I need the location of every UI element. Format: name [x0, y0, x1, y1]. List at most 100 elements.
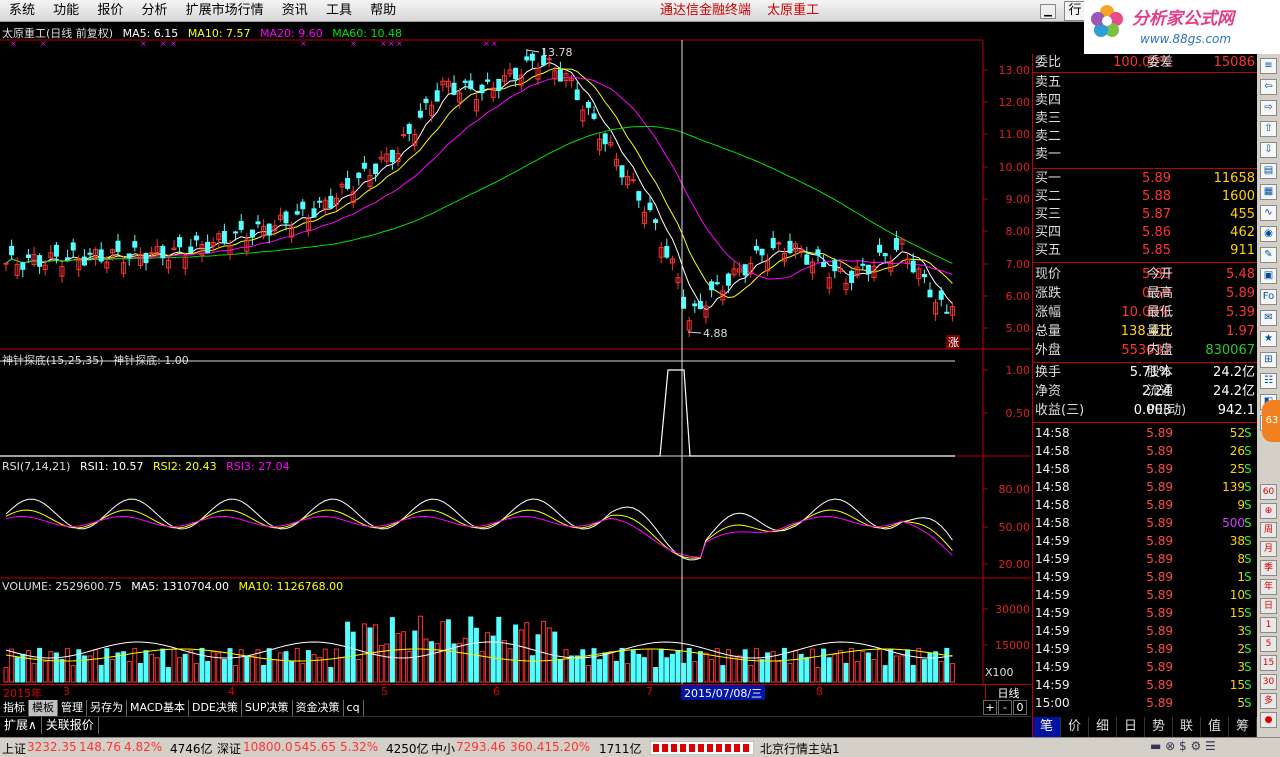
- sidebar-tool-icon[interactable]: ⇧: [1260, 121, 1277, 137]
- tab-cq[interactable]: cq: [344, 700, 364, 716]
- period-shortcut-icon[interactable]: 60: [1260, 484, 1277, 500]
- menu-news[interactable]: 资讯: [281, 3, 308, 18]
- tab-related-quote[interactable]: 关联报价: [42, 717, 99, 734]
- volume-bar: [933, 651, 939, 683]
- sidebar-tool-icon[interactable]: ★: [1260, 331, 1277, 347]
- sidebar-tool-icon[interactable]: Fo: [1260, 289, 1277, 305]
- sidebar-tool-icon[interactable]: ⊞: [1260, 352, 1277, 368]
- float-badge-icon[interactable]: 63: [1262, 400, 1280, 442]
- menu-quote[interactable]: 报价: [97, 3, 124, 18]
- tab-dde[interactable]: DDE决策: [189, 700, 242, 716]
- chart-area[interactable]: × × × × × × × × × × × × 13.0012.0011.0010.009.008.0…: [0, 22, 1031, 684]
- zoom-out-button[interactable]: -: [998, 700, 1012, 715]
- period-shortcut-icon[interactable]: ⊕: [1260, 503, 1277, 519]
- candle-body: [697, 300, 703, 310]
- volume-bar: [423, 638, 429, 683]
- tick-volume: 3: [1237, 660, 1245, 674]
- volume-bar: [524, 622, 530, 683]
- tab-save-as[interactable]: 另存为: [87, 700, 127, 716]
- tray-icons: ▬ ⊗ $ ⚙ ☰: [1150, 739, 1216, 753]
- tab-manage[interactable]: 管理: [58, 700, 87, 716]
- tick-side: S: [1244, 588, 1252, 602]
- sidebar-tool-icon[interactable]: ▤: [1260, 163, 1277, 179]
- candle-body: [546, 58, 552, 61]
- period-label[interactable]: 日线: [985, 685, 1031, 701]
- menu-analysis[interactable]: 分析: [141, 3, 168, 18]
- tab-price[interactable]: 价: [1061, 717, 1089, 737]
- sidebar-tool-icon[interactable]: ◉: [1260, 226, 1277, 242]
- ma-line: [5, 76, 953, 280]
- candle-body: [227, 245, 233, 256]
- volume-bar: [255, 649, 261, 683]
- menu-ext-market[interactable]: 扩展市场行情: [185, 3, 264, 18]
- sidebar-tool-icon[interactable]: ▣: [1260, 268, 1277, 284]
- reset-button[interactable]: 0: [1013, 700, 1027, 715]
- period-shortcut-icon[interactable]: 年: [1260, 579, 1277, 595]
- period-shortcut-icon[interactable]: 1: [1260, 617, 1277, 633]
- volume-bar: [81, 655, 87, 683]
- period-shortcut-icon[interactable]: 月: [1260, 541, 1277, 557]
- tab-link[interactable]: 联: [1173, 717, 1201, 737]
- tab-trades[interactable]: 笔: [1033, 717, 1061, 737]
- tab-detail[interactable]: 细: [1089, 717, 1117, 737]
- sidebar-tool-icon[interactable]: ∿: [1260, 205, 1277, 221]
- sz-amount: 4250亿: [386, 742, 429, 756]
- period-shortcut-icon[interactable]: 5: [1260, 636, 1277, 652]
- volume-value: VOLUME: 2529600.75: [2, 580, 122, 593]
- sidebar-tool-icon[interactable]: ⇨: [1260, 100, 1277, 116]
- rsi-line: [5, 498, 953, 561]
- period-shortcut-icon[interactable]: 15: [1260, 655, 1277, 671]
- sidebar-tool-icon[interactable]: ⇦: [1260, 79, 1277, 95]
- ma20-label: MA20: 9.60: [260, 27, 323, 40]
- tab-fund[interactable]: 资金决策: [293, 700, 344, 716]
- sidebar-tool-icon[interactable]: ☷: [1260, 373, 1277, 389]
- tab-macd[interactable]: MACD基本: [127, 700, 189, 716]
- volume-bar: [636, 653, 642, 683]
- tab-template[interactable]: 模板: [29, 700, 58, 716]
- candle-body: [31, 254, 37, 265]
- y-tick-label: 30000: [995, 603, 1030, 616]
- zoom-in-button[interactable]: +: [983, 700, 997, 715]
- menu-system[interactable]: 系统: [9, 3, 36, 18]
- buy-label: 买四: [1035, 225, 1062, 240]
- minimize-icon[interactable]: ▁: [1040, 4, 1056, 19]
- period-shortcut-icon[interactable]: 多: [1260, 693, 1277, 709]
- tab-indicator[interactable]: 指标: [0, 700, 29, 716]
- rsi-line: [5, 509, 953, 559]
- period-shortcut-icon[interactable]: 周: [1260, 522, 1277, 538]
- tick-side: S: [1244, 696, 1252, 710]
- menu-function[interactable]: 功能: [53, 3, 80, 18]
- candle-body: [748, 262, 754, 275]
- volume-bar: [675, 650, 681, 683]
- candle-body: [457, 92, 463, 103]
- tab-daily[interactable]: 日: [1117, 717, 1145, 737]
- ma5-label: MA5: 6.15: [122, 27, 179, 40]
- tab-sup[interactable]: SUP决策: [242, 700, 293, 716]
- sidebar-tool-icon[interactable]: ⇩: [1260, 142, 1277, 158]
- candle-body: [703, 305, 709, 318]
- sidebar-tool-icon[interactable]: ▦: [1260, 184, 1277, 200]
- period-shortcut-icon[interactable]: 30: [1260, 674, 1277, 690]
- window-controls: ▁: [1040, 3, 1058, 19]
- candle-body: [311, 208, 317, 218]
- menu-help[interactable]: 帮助: [370, 3, 397, 18]
- stat-value: 830067: [1205, 343, 1255, 358]
- sidebar-tool-icon[interactable]: ✎: [1260, 247, 1277, 263]
- sidebar-tool-icon[interactable]: ✉: [1260, 310, 1277, 326]
- volume-bar: [384, 643, 390, 683]
- stat-label: PE(动): [1147, 403, 1187, 418]
- tab-value[interactable]: 值: [1201, 717, 1229, 737]
- period-shortcut-icon[interactable]: 季: [1260, 560, 1277, 576]
- sidebar-tool-icon[interactable]: ≡: [1260, 58, 1277, 74]
- tab-chips[interactable]: 筹: [1229, 717, 1257, 737]
- tab-trend[interactable]: 势: [1145, 717, 1173, 737]
- period-shortcut-icon[interactable]: ●: [1260, 712, 1277, 728]
- indicator1-name: 神针探底(15,25,35): [2, 354, 104, 367]
- period-shortcut-icon[interactable]: 日: [1260, 598, 1277, 614]
- menu-tools[interactable]: 工具: [325, 3, 352, 18]
- quote-button[interactable]: 行: [1064, 1, 1086, 21]
- candle-body: [188, 246, 194, 254]
- tab-extend[interactable]: 扩展∧: [0, 717, 42, 734]
- volume-bar: [143, 650, 149, 683]
